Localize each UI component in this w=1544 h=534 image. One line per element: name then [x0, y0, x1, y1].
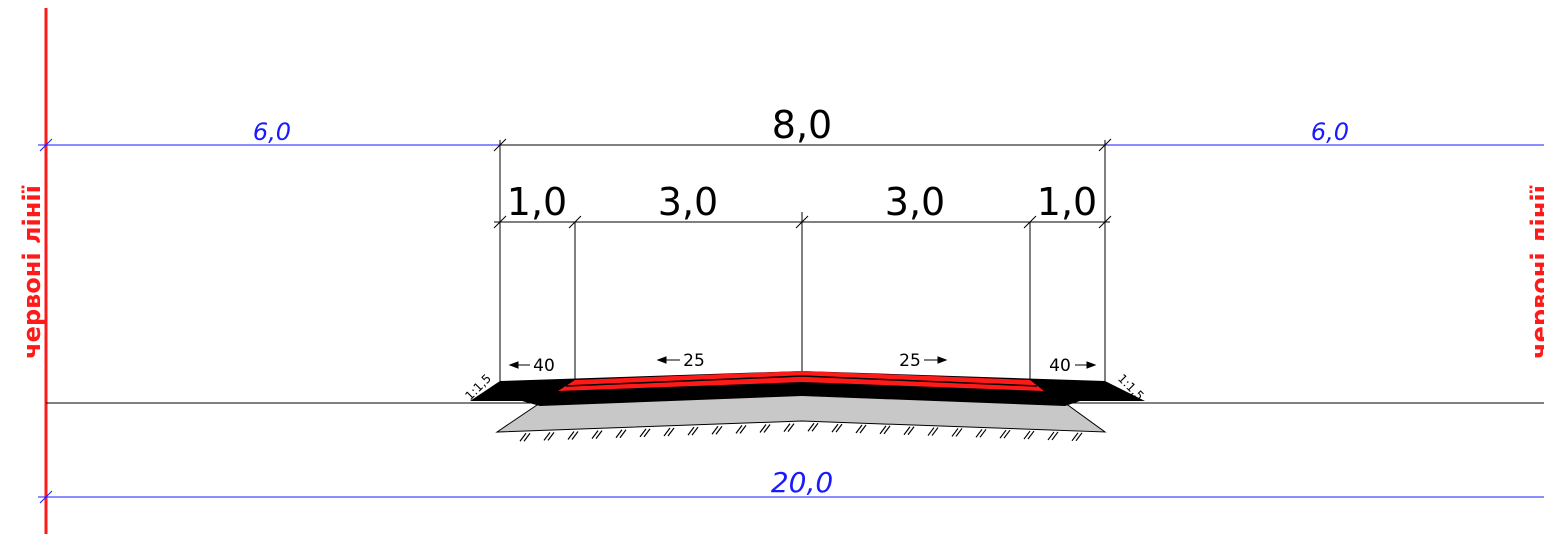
ground-hatch	[1071, 432, 1079, 442]
dim-total: 20,0	[771, 466, 833, 499]
dim-shoulder: 1,0	[1037, 180, 1097, 224]
ground-hatch	[855, 424, 863, 434]
ground-hatch	[907, 426, 915, 436]
dim-shoulder: 1,0	[507, 180, 567, 224]
ground-hatch	[615, 429, 623, 439]
ground-hatch	[523, 432, 531, 442]
red-line-label: червоні лінії	[1526, 185, 1544, 359]
dim-lane: 3,0	[658, 180, 718, 224]
ground-hatch	[1027, 430, 1035, 440]
ground-hatch	[807, 422, 815, 432]
dim-right: 6,0	[1311, 118, 1349, 146]
ground-hatch	[955, 428, 963, 437]
red-line-label: червоні лінії	[18, 185, 46, 359]
ground-hatch	[687, 426, 695, 436]
ground-hatch	[763, 424, 771, 433]
ground-hatch	[759, 424, 767, 433]
ground-hatch	[567, 431, 575, 440]
ground-hatch	[859, 424, 867, 434]
ground-hatch	[1047, 431, 1055, 441]
ground-hatch	[835, 423, 843, 433]
ground-hatch	[739, 425, 747, 434]
road-body	[470, 371, 1145, 442]
slope-label: 25	[683, 351, 705, 371]
ground-hatch	[931, 427, 939, 436]
ground-hatch	[543, 432, 551, 441]
ground-hatch	[735, 425, 743, 434]
ground-hatch	[639, 428, 647, 438]
ground-hatch	[1075, 432, 1083, 442]
ground-hatch	[595, 430, 603, 439]
ground-hatch	[951, 428, 959, 437]
dim-lane: 3,0	[885, 180, 945, 224]
ground-hatch	[903, 426, 911, 436]
ground-hatch	[787, 423, 795, 433]
ground-hatch	[519, 432, 527, 442]
ground-hatch	[667, 427, 675, 437]
ground-hatch	[979, 428, 987, 438]
ground-hatch	[999, 429, 1007, 439]
ground-hatch	[927, 427, 935, 436]
ground-hatch	[643, 428, 651, 438]
ground-hatch	[619, 429, 627, 439]
ground-hatch	[663, 427, 671, 437]
slope-label: 40	[533, 356, 555, 376]
dim-roadbed: 8,0	[772, 103, 832, 147]
ground-hatch	[591, 430, 599, 439]
ground-hatch	[879, 425, 887, 435]
ground-hatch	[691, 426, 699, 436]
ground-hatch	[1023, 430, 1031, 440]
ground-hatch	[715, 425, 723, 435]
ground-hatch	[711, 425, 719, 435]
ground-hatch	[975, 428, 983, 438]
ground-hatch	[547, 432, 555, 441]
dim-left: 6,0	[253, 118, 291, 146]
ground-hatch	[831, 423, 839, 433]
ground-hatch	[783, 423, 791, 433]
slope-label: 25	[899, 351, 921, 371]
ground-hatch	[811, 422, 819, 432]
ground-hatch	[1003, 429, 1011, 439]
slope-label: 40	[1049, 356, 1071, 376]
ground-hatch	[571, 431, 579, 440]
ground-hatch	[883, 425, 891, 435]
ground-hatch	[1051, 431, 1059, 441]
dimension-lines	[38, 138, 1544, 504]
slope-arrows	[508, 356, 1097, 369]
